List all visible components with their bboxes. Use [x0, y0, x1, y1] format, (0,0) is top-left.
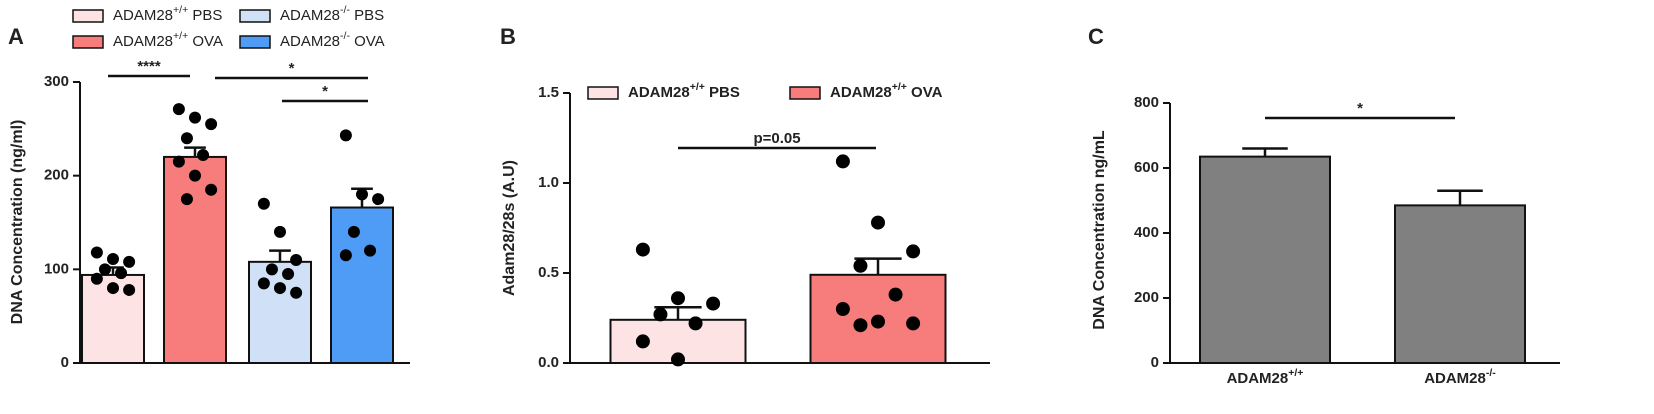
legend-label: ADAM28+/+ OVA: [830, 81, 943, 101]
data-point: [189, 169, 201, 182]
data-point: [107, 253, 119, 266]
data-point: [282, 268, 295, 281]
significance-label: *: [289, 60, 295, 77]
data-point: [274, 282, 286, 295]
legend-label: ADAM28+/+ OVA: [113, 30, 223, 50]
data-point: [290, 286, 303, 299]
bar: [330, 206, 394, 364]
data-point: [671, 352, 685, 367]
data-point: [372, 193, 385, 206]
data-point: [906, 316, 921, 331]
legend-label: ADAM28-/- PBS: [280, 4, 384, 24]
data-point: [180, 193, 193, 206]
data-point: [706, 296, 721, 311]
y-tick-label: 400: [1134, 224, 1159, 241]
legend-label: ADAM28-/- OVA: [280, 30, 385, 50]
y-tick-label: 0.5: [538, 264, 559, 281]
legend-swatch: [789, 86, 821, 100]
y-tick-label: 0.0: [538, 354, 559, 371]
legend-swatch: [239, 35, 271, 49]
data-point: [671, 291, 685, 306]
data-point: [888, 287, 903, 302]
data-point: [107, 282, 119, 295]
x-tick-label: ADAM28-/-: [1424, 367, 1496, 387]
panel-letter: C: [1088, 24, 1104, 49]
y-tick-label: 0: [61, 354, 69, 371]
data-point: [853, 258, 868, 273]
y-tick-label: 1.0: [538, 174, 559, 191]
bar: [1394, 204, 1526, 364]
data-point: [123, 283, 136, 296]
data-point: [635, 334, 650, 349]
data-point: [98, 263, 111, 276]
y-tick-label: 300: [44, 73, 69, 90]
data-point: [906, 244, 921, 259]
data-point: [172, 103, 185, 116]
y-tick-label: 100: [44, 260, 69, 277]
data-point: [265, 263, 278, 276]
data-point: [257, 277, 270, 290]
panel-letter: B: [500, 24, 516, 49]
significance-label: *: [1357, 100, 1363, 117]
data-point: [257, 197, 270, 210]
data-point: [347, 225, 360, 238]
y-axis-label: DNA Concentration (ng/ml): [9, 120, 26, 325]
data-point: [274, 225, 286, 238]
data-point: [835, 302, 850, 316]
data-point: [115, 267, 128, 280]
y-tick-label: 600: [1134, 159, 1159, 176]
panel-letter: A: [8, 24, 24, 49]
data-point: [90, 246, 103, 259]
data-point: [871, 215, 885, 230]
legend-label: ADAM28+/+ PBS: [113, 4, 222, 24]
data-point: [688, 316, 703, 331]
data-point: [339, 129, 352, 142]
y-axis-label: Adam28/28s (A.U): [501, 160, 518, 296]
data-point: [871, 314, 885, 329]
data-point: [180, 132, 193, 145]
legend-swatch: [239, 9, 271, 23]
legend-swatch: [587, 86, 619, 100]
data-point: [197, 149, 210, 162]
data-point: [653, 307, 668, 322]
legend-swatch: [72, 9, 104, 23]
data-point: [123, 255, 136, 268]
data-point: [339, 249, 352, 262]
significance-label: p=0.05: [753, 130, 800, 147]
x-tick-label: ADAM28+/+: [1227, 367, 1304, 387]
y-tick-label: 800: [1134, 94, 1159, 111]
data-point: [90, 272, 103, 285]
data-point: [205, 118, 218, 131]
data-point: [290, 253, 303, 266]
significance-label: *: [322, 83, 328, 100]
y-tick-label: 0: [1151, 354, 1159, 371]
y-axis-label: DNA Concentration ng/mL: [1091, 130, 1108, 330]
significance-label: ****: [137, 58, 161, 75]
data-point: [853, 318, 868, 333]
data-point: [635, 242, 650, 257]
data-point: [364, 244, 377, 257]
data-point: [189, 111, 201, 124]
bar: [248, 260, 312, 364]
legend-swatch: [72, 35, 104, 49]
data-point: [205, 183, 218, 196]
y-tick-label: 1.5: [538, 84, 559, 101]
y-tick-label: 200: [1134, 289, 1159, 306]
bar: [1199, 155, 1331, 364]
data-point: [172, 155, 185, 168]
legend-label: ADAM28+/+ PBS: [628, 81, 740, 101]
data-point: [835, 154, 850, 169]
y-tick-label: 200: [44, 167, 69, 184]
data-point: [356, 188, 368, 201]
